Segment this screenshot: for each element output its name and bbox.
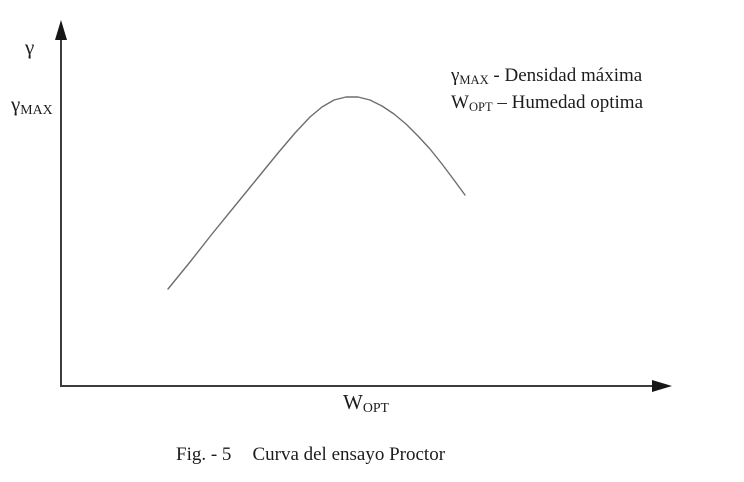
legend-item-densidad-maxima: γMAX - Densidad máxima: [451, 62, 643, 89]
w-opt-base: W: [343, 390, 363, 414]
legend-w-opt-subscript: OPT: [468, 99, 493, 114]
gamma-max-base: γ: [11, 92, 21, 116]
legend: γMAX - Densidad máxima WOPT – Humedad op…: [451, 62, 643, 116]
y-axis-arrow-icon: [55, 20, 67, 40]
legend-humedad-text: – Humedad optima: [492, 92, 644, 113]
gamma-symbol: γ: [25, 35, 35, 59]
legend-w-opt-base: W: [451, 92, 469, 113]
legend-gamma-max-base: γ: [451, 65, 460, 86]
legend-item-humedad-optima: WOPT – Humedad optima: [451, 89, 643, 116]
figure-caption: Fig. - 5 Curva del ensayo Proctor: [176, 444, 445, 466]
y-max-label: γMAX: [11, 94, 53, 117]
legend-densidad-text: - Densidad máxima: [488, 65, 643, 86]
x-axis-arrow-icon: [652, 380, 672, 392]
proctor-curve: [167, 96, 466, 290]
x-opt-label: WOPT: [343, 392, 389, 415]
gamma-max-subscript: MAX: [20, 102, 53, 118]
w-opt-subscript: OPT: [362, 400, 390, 416]
caption-title: Curva del ensayo Proctor: [252, 444, 446, 465]
legend-gamma-max-subscript: MAX: [459, 72, 489, 87]
caption-fig-number: Fig. - 5: [176, 444, 232, 465]
y-axis-label: γ: [25, 37, 34, 58]
